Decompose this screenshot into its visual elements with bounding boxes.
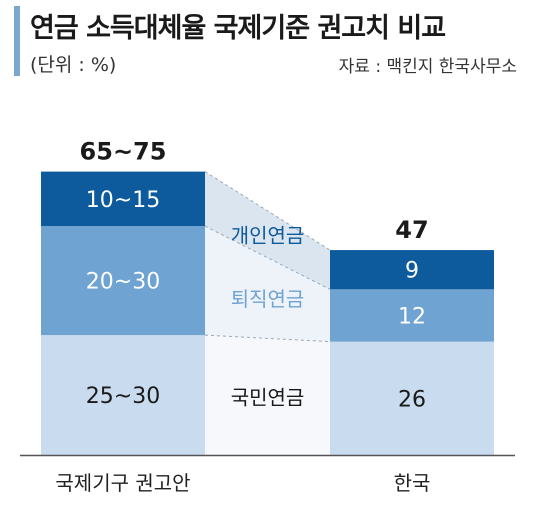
data-label-1-1: 12 xyxy=(398,304,426,329)
total-label-1: 47 xyxy=(395,216,428,244)
chart-title: 연금 소득대체율 국제기준 권고치 비교 xyxy=(30,13,446,44)
data-label-0-0: 25~30 xyxy=(86,384,160,409)
connector-band-0 xyxy=(205,335,330,455)
total-label-0: 65~75 xyxy=(80,138,167,166)
connector-line-2 xyxy=(204,225,331,290)
unit-label: (단위 : %) xyxy=(30,54,117,76)
bar-segment-1-2 xyxy=(330,250,494,290)
data-label-0-2: 10~15 xyxy=(86,188,160,213)
bar-segment-1-0 xyxy=(330,341,494,455)
data-label-1-2: 9 xyxy=(405,259,419,284)
series-name-2: 개인연금 xyxy=(231,223,305,247)
bar-segment-0-2 xyxy=(41,171,205,227)
category-label-1: 한국 xyxy=(394,471,431,495)
series-name-1: 퇴직연금 xyxy=(231,287,305,311)
title-accent-bar xyxy=(14,6,20,76)
category-label-0: 국제기구 권고안 xyxy=(55,471,190,495)
bar-segment-0-1 xyxy=(41,226,205,336)
connector-band-2 xyxy=(205,171,330,290)
source-label: 자료 : 맥킨지 한국사무소 xyxy=(338,57,517,77)
bar-segment-0-0 xyxy=(41,335,205,455)
connector-band-1 xyxy=(205,226,330,342)
bar-segment-1-1 xyxy=(330,289,494,342)
data-label-0-1: 20~30 xyxy=(86,270,160,295)
connector-line-1 xyxy=(204,334,331,343)
series-name-0: 국민연금 xyxy=(231,386,305,410)
connector-line-3 xyxy=(204,171,331,251)
data-label-1-0: 26 xyxy=(398,387,426,412)
